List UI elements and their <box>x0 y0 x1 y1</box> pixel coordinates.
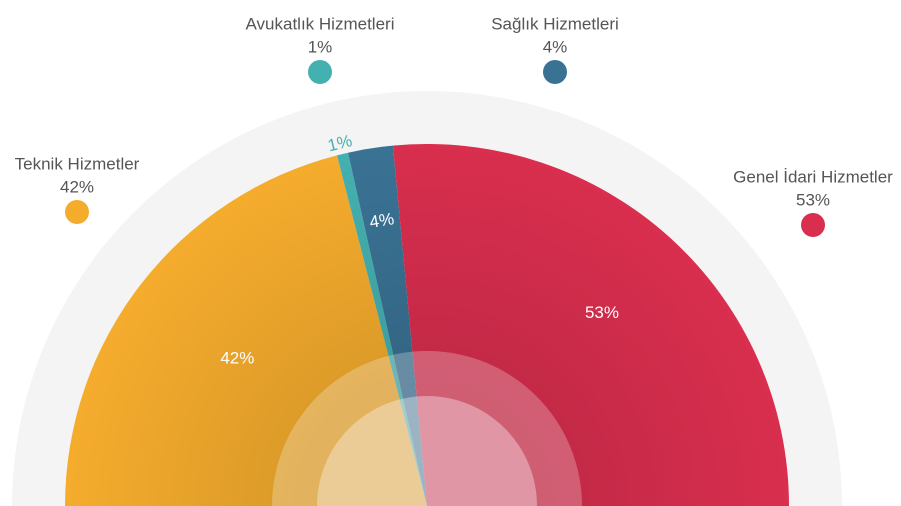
legend-value: 42% <box>60 177 94 196</box>
legend-dot <box>543 60 567 84</box>
inner-circle <box>317 396 537 506</box>
legend-value: 1% <box>308 37 333 56</box>
inner-ring <box>272 351 582 506</box>
legend-dot <box>801 213 825 237</box>
legend-value: 53% <box>796 190 830 209</box>
legend-label: Avukatlık Hizmetleri <box>246 14 395 33</box>
data-label: 4% <box>368 209 395 232</box>
legend-dot <box>65 200 89 224</box>
legend-dot <box>308 60 332 84</box>
legend-label: Teknik Hizmetler <box>15 154 140 173</box>
legend-label: Genel İdari Hizmetler <box>733 167 893 186</box>
legend-value: 4% <box>543 37 568 56</box>
data-label: 42% <box>220 348 254 367</box>
shade <box>65 144 789 506</box>
data-label: 53% <box>585 303 619 322</box>
legend-label: Sağlık Hizmetleri <box>491 14 619 33</box>
